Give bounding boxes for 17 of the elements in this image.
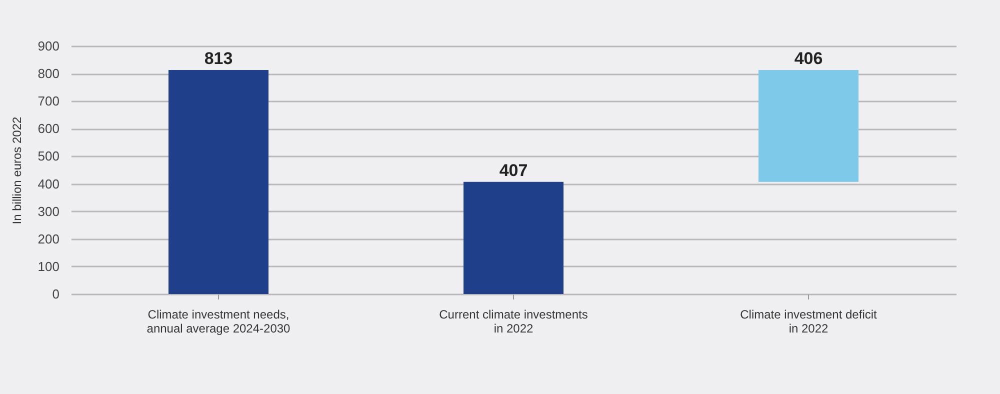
- x-tick-label: Climate investment deficit in 2022: [740, 308, 878, 336]
- y-tick-label: 300: [38, 204, 60, 219]
- y-tick-label: 0: [52, 286, 60, 302]
- y-tick-label: 100: [38, 258, 60, 274]
- data-label: 407: [499, 160, 528, 180]
- y-tick-label: 900: [38, 38, 60, 54]
- y-tick-label: 800: [38, 66, 60, 82]
- x-tick-label: Climate investment needs, annual average 2024-2030: [146, 308, 291, 336]
- data-label: 406: [794, 48, 823, 68]
- data-label: 813: [204, 48, 233, 68]
- y-tick-label: 700: [38, 94, 60, 109]
- y-tick-label: 400: [38, 176, 60, 192]
- y-axis-title: In billion euros 2022: [10, 116, 24, 224]
- x-tick-label: Current climate investments in 2022: [439, 308, 588, 336]
- y-tick-label: 200: [38, 231, 60, 246]
- y-tick-label: 500: [38, 148, 60, 164]
- y-tick-label: 600: [38, 121, 60, 136]
